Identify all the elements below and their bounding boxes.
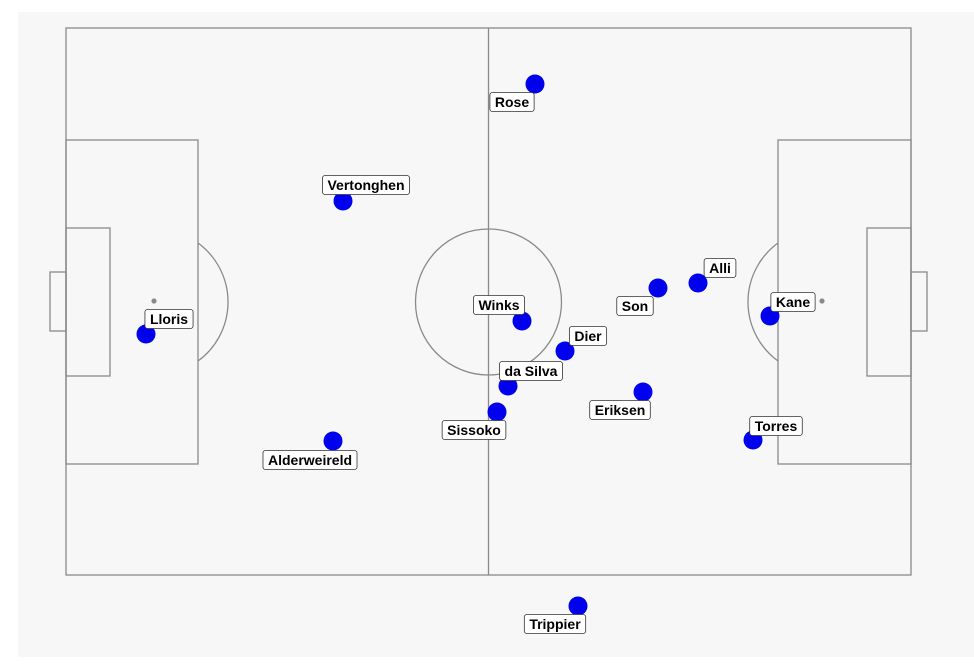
left-goal-area	[65, 227, 111, 377]
right-goal-area	[866, 227, 912, 377]
player-label-box-lloris	[144, 309, 194, 329]
left-goal	[49, 271, 67, 332]
player-label-box-torres	[749, 416, 803, 436]
player-label-eriksen: Eriksen	[595, 402, 646, 418]
player-label-box-trippier	[523, 614, 587, 634]
player-label-son: Son	[622, 298, 648, 314]
player-label-sissoko: Sissoko	[447, 422, 501, 438]
player-label-trippier: Trippier	[529, 616, 581, 632]
centre-circle	[414, 228, 563, 376]
right-goal	[910, 271, 928, 332]
player-label-box-da-silva	[499, 361, 563, 381]
player-label-torres: Torres	[755, 418, 798, 434]
player-label-dier: Dier	[574, 328, 602, 344]
left-penalty-spot	[151, 298, 157, 304]
player-marker-son	[648, 278, 668, 298]
player-label-box-alderweireld	[262, 450, 358, 470]
player-label-box-rose	[489, 92, 535, 112]
player-label-box-eriksen	[589, 400, 651, 420]
player-label-box-alli	[703, 258, 737, 278]
player-label-box-dier	[568, 326, 608, 346]
player-marker-lloris	[136, 324, 156, 344]
right-penalty-spot	[819, 298, 825, 304]
player-marker-alderweireld	[323, 431, 343, 451]
player-label-da-silva: da Silva	[505, 363, 558, 379]
player-marker-vertonghen	[333, 191, 353, 211]
player-marker-eriksen	[633, 382, 653, 402]
player-marker-rose	[525, 74, 545, 94]
player-label-alderweireld: Alderweireld	[268, 452, 352, 468]
player-marker-trippier	[568, 596, 588, 616]
player-marker-winks	[512, 311, 532, 331]
player-label-lloris: Lloris	[150, 311, 188, 327]
player-marker-dier	[555, 341, 575, 361]
player-label-winks: Winks	[478, 297, 519, 313]
player-marker-da-silva	[498, 376, 518, 396]
left-penalty-area	[65, 139, 199, 465]
player-label-box-vertonghen	[322, 175, 410, 195]
player-label-rose: Rose	[495, 94, 529, 110]
player-label-box-sissoko	[441, 420, 507, 440]
player-label-vertonghen: Vertonghen	[327, 177, 404, 193]
player-label-box-son	[616, 296, 654, 316]
left-penalty-arc	[197, 242, 229, 362]
player-marker-alli	[688, 273, 708, 293]
right-penalty-arc	[747, 242, 779, 362]
player-label-box-winks	[473, 295, 525, 315]
plot-background	[18, 12, 974, 657]
player-marker-sissoko	[487, 402, 507, 422]
player-label-box-kane	[770, 292, 816, 312]
player-label-kane: Kane	[776, 294, 810, 310]
player-label-alli: Alli	[709, 260, 731, 276]
